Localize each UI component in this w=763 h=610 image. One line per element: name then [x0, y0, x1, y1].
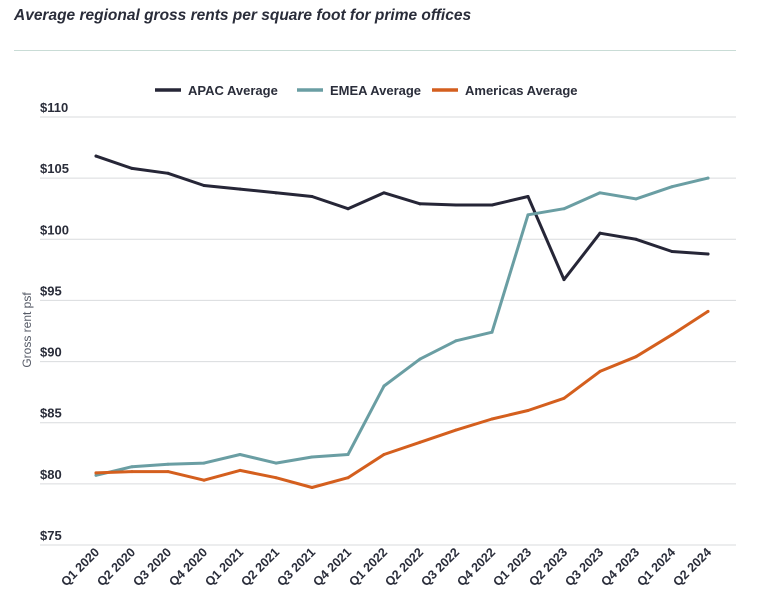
- data-point: [526, 194, 530, 198]
- data-point: [634, 197, 638, 201]
- series-line-apac-average: [94, 154, 710, 282]
- data-point: [526, 213, 530, 217]
- data-point: [670, 185, 674, 189]
- data-point: [310, 455, 314, 459]
- data-point: [382, 453, 386, 457]
- data-point: [382, 191, 386, 195]
- x-tick-label: Q3 2022: [418, 545, 462, 589]
- data-point: [490, 417, 494, 421]
- x-tick-label: Q3 2020: [130, 545, 174, 589]
- data-point: [562, 207, 566, 211]
- y-axis-label: Gross rent psf: [20, 292, 34, 368]
- x-tick-label: Q2 2023: [526, 545, 570, 589]
- x-tick-label: Q1 2022: [346, 545, 390, 589]
- x-tick-label: Q4 2023: [598, 545, 642, 589]
- data-point: [130, 465, 134, 469]
- legend-label: EMEA Average: [330, 83, 421, 98]
- data-point: [202, 478, 206, 482]
- data-point: [418, 357, 422, 361]
- data-point: [706, 176, 710, 180]
- x-tick-label: Q4 2022: [454, 545, 498, 589]
- data-point: [346, 476, 350, 480]
- data-point: [202, 461, 206, 465]
- data-point: [274, 191, 278, 195]
- data-point: [346, 207, 350, 211]
- data-point: [274, 476, 278, 480]
- legend-label: Americas Average: [465, 83, 578, 98]
- x-tick-label: Q1 2020: [58, 545, 102, 589]
- y-tick-label: $75: [40, 528, 62, 543]
- data-point: [166, 171, 170, 175]
- x-tick-label: Q2 2021: [238, 545, 282, 589]
- data-point: [634, 237, 638, 241]
- data-point: [94, 471, 98, 475]
- x-tick-label: Q2 2022: [382, 545, 426, 589]
- data-point: [94, 473, 98, 477]
- data-point: [166, 470, 170, 474]
- y-tick-label: $95: [40, 283, 62, 298]
- chart-title: Average regional gross rents per square …: [14, 7, 472, 24]
- x-tick-label: Q1 2024: [634, 545, 678, 589]
- data-point: [526, 408, 530, 412]
- data-point: [94, 154, 98, 158]
- data-point: [310, 194, 314, 198]
- data-point: [490, 203, 494, 207]
- data-point: [670, 250, 674, 254]
- y-axis-ticks: $110 $105 $100 $95 $90 $85 $80 $75: [40, 100, 69, 543]
- data-point: [706, 309, 710, 313]
- data-point: [166, 462, 170, 466]
- x-tick-label: Q3 2021: [274, 545, 318, 589]
- data-point: [274, 461, 278, 465]
- data-point: [454, 203, 458, 207]
- legend: APAC Average EMEA Average Americas Average: [155, 83, 578, 98]
- data-point: [382, 384, 386, 388]
- y-tick-label: $100: [40, 222, 69, 237]
- x-tick-label: Q2 2024: [670, 545, 714, 589]
- data-point: [598, 231, 602, 235]
- series-lines: [94, 154, 710, 490]
- data-point: [238, 453, 242, 457]
- x-tick-label: Q2 2020: [94, 545, 138, 589]
- data-point: [598, 191, 602, 195]
- data-point: [598, 369, 602, 373]
- series-line-americas-average: [94, 309, 710, 489]
- y-tick-label: $85: [40, 406, 62, 421]
- x-tick-label: Q3 2023: [562, 545, 606, 589]
- data-point: [454, 428, 458, 432]
- data-point: [238, 187, 242, 191]
- data-point: [634, 355, 638, 359]
- x-tick-label: Q1 2023: [490, 545, 534, 589]
- y-tick-label: $80: [40, 467, 62, 482]
- data-point: [202, 183, 206, 187]
- y-tick-label: $105: [40, 161, 69, 176]
- data-point: [130, 470, 134, 474]
- x-tick-label: Q4 2020: [166, 545, 210, 589]
- data-point: [706, 252, 710, 256]
- data-point: [562, 278, 566, 282]
- data-point: [490, 330, 494, 334]
- title-divider: [14, 50, 736, 51]
- data-point: [346, 453, 350, 457]
- x-tick-label: Q4 2021: [310, 545, 354, 589]
- series-line-emea-average: [94, 176, 710, 477]
- data-point: [310, 486, 314, 490]
- data-point: [670, 333, 674, 337]
- data-point: [418, 440, 422, 444]
- data-point: [418, 202, 422, 206]
- legend-label: APAC Average: [188, 83, 278, 98]
- data-point: [562, 396, 566, 400]
- data-point: [130, 166, 134, 170]
- data-point: [238, 468, 242, 472]
- gridlines: [40, 116, 736, 546]
- y-tick-label: $110: [40, 100, 68, 115]
- data-point: [454, 339, 458, 343]
- y-tick-label: $90: [40, 345, 62, 360]
- x-tick-label: Q1 2021: [202, 545, 246, 589]
